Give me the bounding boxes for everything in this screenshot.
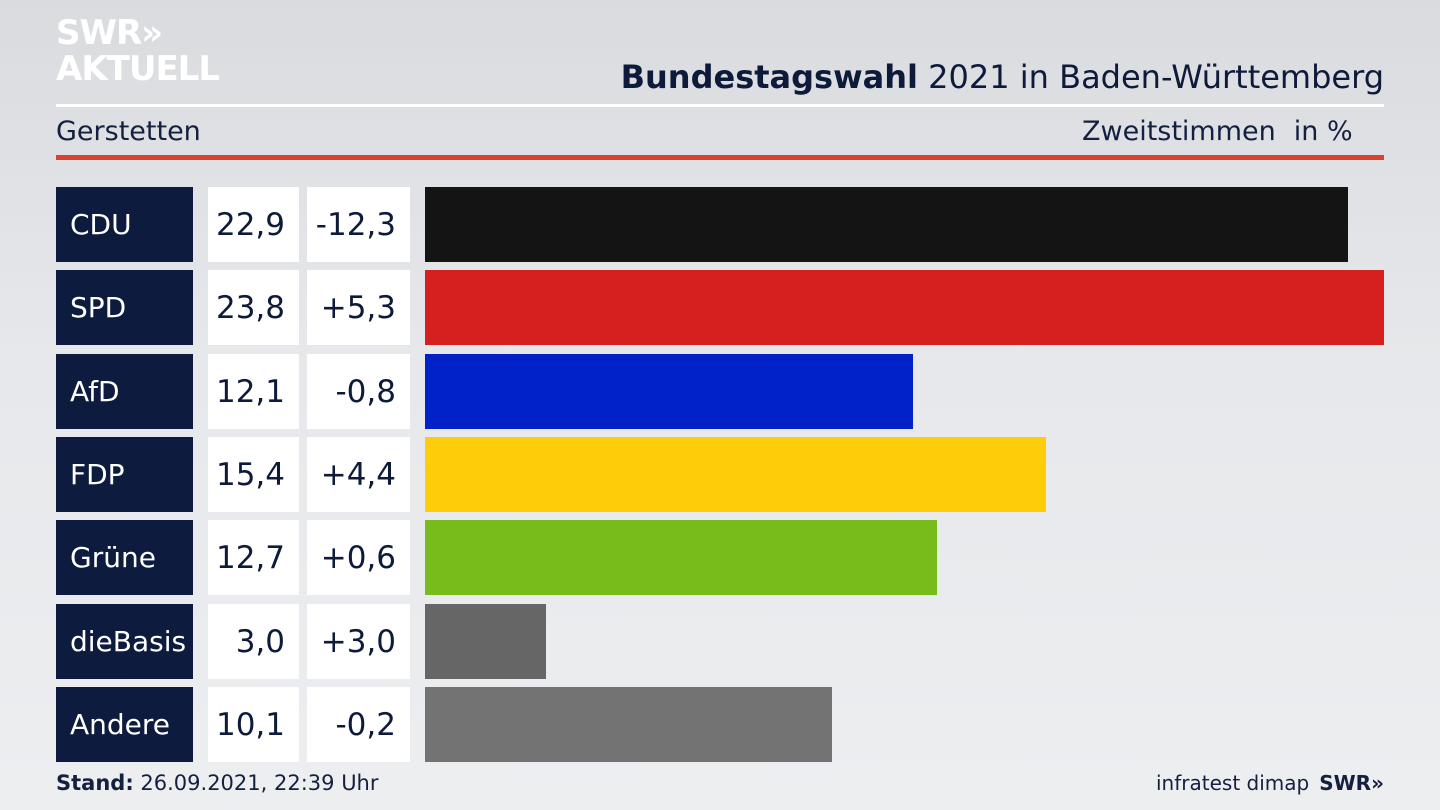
vote-share-value: 3,0 bbox=[208, 604, 299, 679]
source-name: infratest dimap bbox=[1156, 771, 1310, 795]
change-value: +0,6 bbox=[307, 520, 410, 595]
stand-label: Stand: bbox=[56, 771, 134, 795]
party-label: Andere bbox=[56, 687, 193, 762]
vote-share-value: 15,4 bbox=[208, 437, 299, 512]
party-label: dieBasis bbox=[56, 604, 193, 679]
bar-diebasis bbox=[425, 604, 546, 679]
change-value: -0,8 bbox=[307, 354, 410, 429]
change-value: -12,3 bbox=[307, 187, 410, 262]
accent-divider bbox=[56, 155, 1384, 160]
change-value: +5,3 bbox=[307, 270, 410, 345]
party-label: CDU bbox=[56, 187, 193, 262]
logo-line-1: SWR» bbox=[56, 13, 163, 53]
stand-value: 26.09.2021, 22:39 Uhr bbox=[140, 771, 379, 795]
swr-aktuell-logo: SWR» AKTUELL bbox=[56, 13, 220, 89]
bar-grüne bbox=[425, 520, 937, 595]
source-credit: infratest dimap SWR» bbox=[1156, 771, 1384, 795]
bar-afd bbox=[425, 354, 913, 429]
vote-share-value: 23,8 bbox=[208, 270, 299, 345]
party-label: Grüne bbox=[56, 520, 193, 595]
change-value: +4,4 bbox=[307, 437, 410, 512]
party-label: AfD bbox=[56, 354, 193, 429]
metric-name: Zweitstimmen bbox=[1082, 116, 1276, 147]
bar-cdu bbox=[425, 187, 1348, 262]
metric-label: Zweitstimmen in % bbox=[1082, 116, 1353, 147]
title-rest: 2021 in Baden-Württemberg bbox=[928, 58, 1384, 96]
logo-line-2: AKTUELL bbox=[56, 49, 220, 89]
page-title: Bundestagswahl 2021 in Baden-Württemberg bbox=[621, 58, 1384, 96]
bar-spd bbox=[425, 270, 1384, 345]
timestamp: Stand: 26.09.2021, 22:39 Uhr bbox=[56, 771, 379, 795]
change-value: -0,2 bbox=[307, 687, 410, 762]
bar-andere bbox=[425, 687, 832, 762]
location-label: Gerstetten bbox=[56, 116, 201, 147]
party-label: FDP bbox=[56, 437, 193, 512]
party-label: SPD bbox=[56, 270, 193, 345]
change-value: +3,0 bbox=[307, 604, 410, 679]
vote-share-value: 22,9 bbox=[208, 187, 299, 262]
header-divider bbox=[56, 104, 1384, 107]
vote-share-value: 10,1 bbox=[208, 687, 299, 762]
unit-label: in % bbox=[1293, 116, 1353, 147]
vote-share-value: 12,7 bbox=[208, 520, 299, 595]
swr-logo-small: SWR» bbox=[1319, 771, 1384, 795]
bar-fdp bbox=[425, 437, 1046, 512]
vote-share-value: 12,1 bbox=[208, 354, 299, 429]
title-bold: Bundestagswahl bbox=[620, 58, 918, 96]
